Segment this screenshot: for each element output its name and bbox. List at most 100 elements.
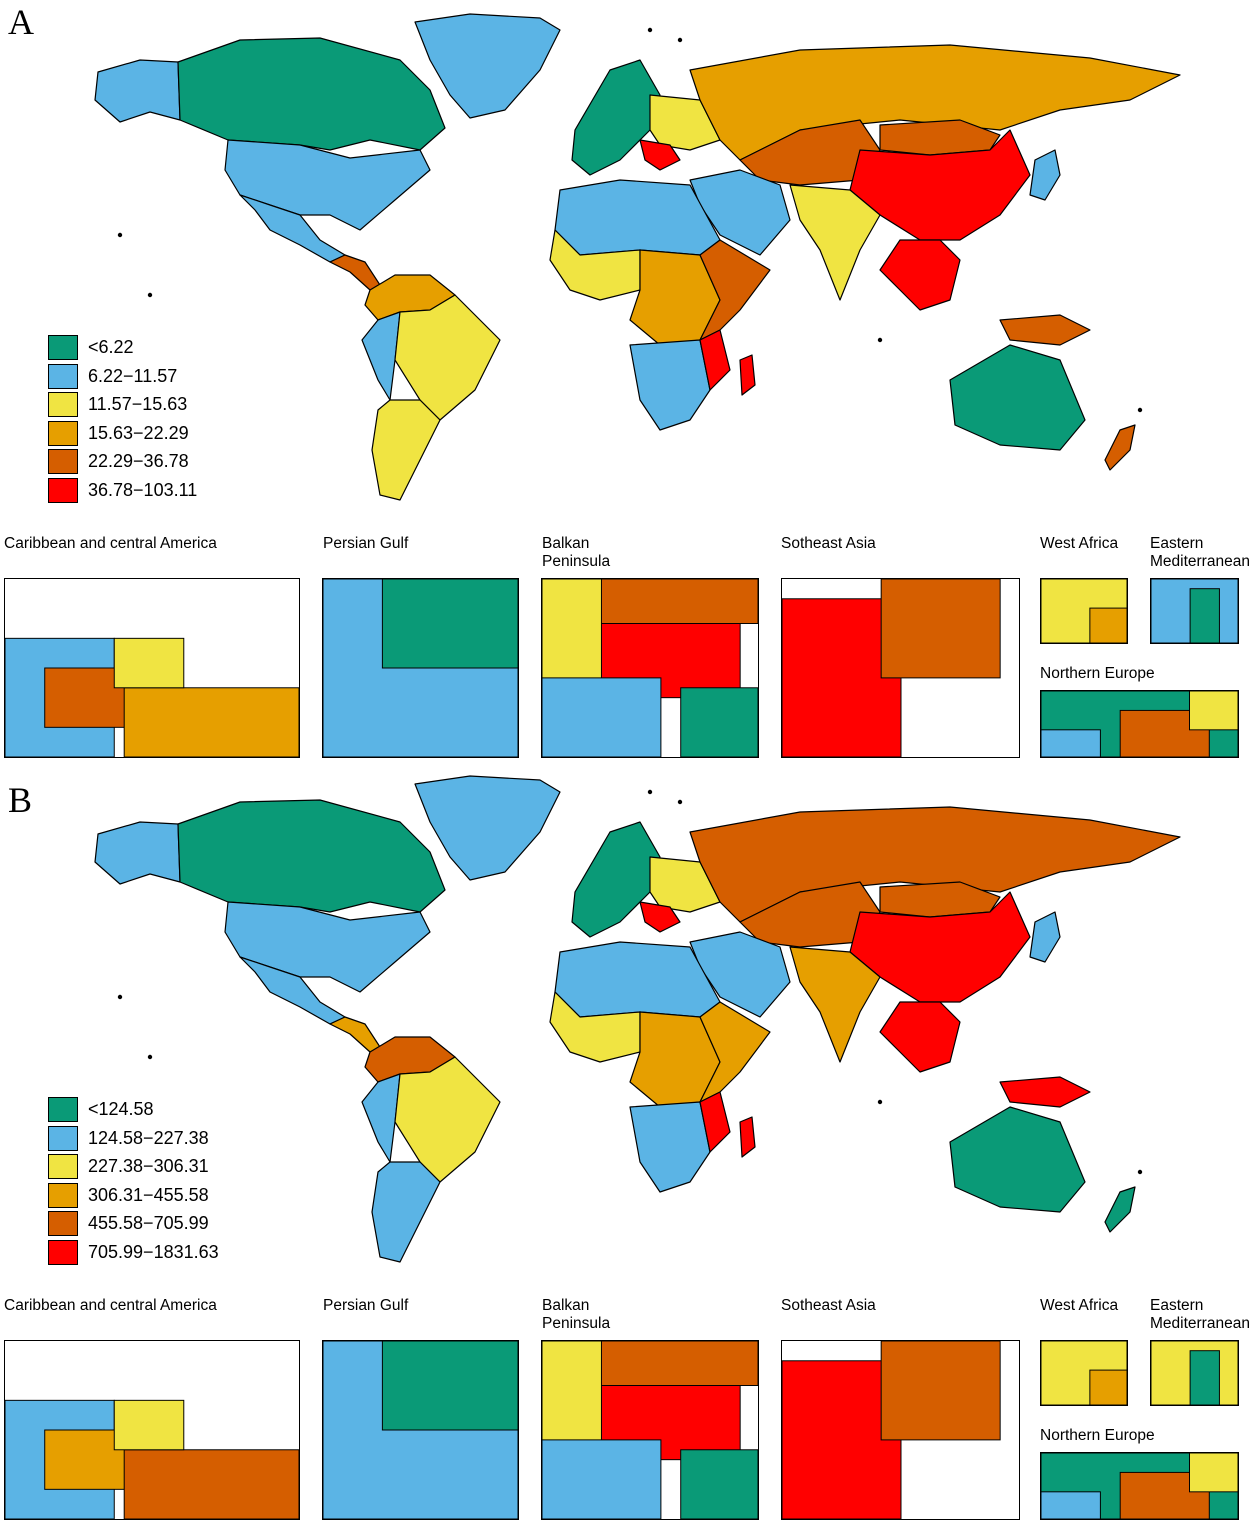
island (147, 1054, 153, 1060)
inset-map-eastern-mediterranean (1150, 578, 1239, 644)
region-new-guinea (999, 314, 1091, 346)
inset-map-eastern-mediterranean (1150, 1340, 1239, 1406)
inset-map-northern-europe (1040, 1452, 1239, 1520)
region-madagascar (739, 1116, 756, 1158)
region-canada (177, 37, 446, 151)
region-southeast-asia (879, 239, 961, 311)
inset-title-southeast-asia: Sotheast Asia (781, 535, 876, 552)
legend-swatch (48, 1182, 78, 1208)
inset-region (381, 579, 518, 669)
inset-map-persian-gulf (322, 578, 519, 758)
inset-region (123, 1449, 299, 1519)
legend-label: 455.58−705.99 (88, 1213, 209, 1234)
region-japan (1029, 149, 1061, 201)
island (147, 292, 153, 298)
island (677, 37, 683, 43)
region-west-africa (549, 229, 641, 301)
island (1137, 1169, 1143, 1175)
region-australia (949, 344, 1086, 451)
inset-title-west-africa: West Africa (1040, 535, 1119, 552)
panel-b: B <124.58 124.58−227.38 227.38−306.31 30… (0, 762, 1259, 1524)
inset-map-west-africa (1040, 578, 1128, 644)
inset-region (680, 687, 758, 757)
inset-map-northern-europe (1040, 690, 1239, 758)
region-australia (949, 1106, 1086, 1213)
legend-swatch (48, 1125, 78, 1151)
inset-region (542, 677, 662, 757)
inset-map-west-africa (1040, 1340, 1128, 1406)
inset-map-balkan (541, 1340, 759, 1520)
legend-swatch (48, 477, 78, 503)
inset-title-balkan: Balkan Peninsula (542, 535, 611, 570)
inset-map-graphic (1041, 691, 1238, 757)
inset-map-caribbean (4, 578, 300, 758)
region-new-guinea (999, 1076, 1091, 1108)
region-alaska (94, 821, 181, 885)
island (117, 994, 123, 1000)
inset-region (1041, 1491, 1101, 1519)
inset-title-southeast-asia: Sotheast Asia (781, 1297, 876, 1314)
island (1137, 407, 1143, 413)
region-andes (361, 311, 401, 401)
legend-label: 15.63−22.29 (88, 422, 189, 443)
inset-region (542, 1439, 662, 1519)
inset-map-southeast-asia (781, 578, 1020, 758)
inset-region (113, 637, 185, 689)
inset-title-northern-europe: Northern Europe (1040, 1427, 1155, 1444)
region-greenland (414, 775, 561, 881)
island (877, 1099, 883, 1105)
inset-region (123, 687, 299, 757)
region-brazil (394, 294, 501, 421)
inset-map-graphic (782, 1341, 1001, 1519)
inset-map-graphic (1151, 1341, 1238, 1405)
inset-map-graphic (323, 1341, 518, 1519)
panel-a: A <6.22 6.22−11.57 11.57−15.63 15.63−22.… (4, 2, 1250, 758)
inset-region (381, 1341, 518, 1431)
region-southern-africa (629, 1101, 711, 1193)
inset-region (1089, 1369, 1127, 1405)
region-balkans (639, 901, 681, 933)
inset-region (880, 579, 1001, 679)
inset-title-balkan: Balkan Peninsula (542, 1297, 611, 1332)
inset-map-southeast-asia (781, 1340, 1020, 1520)
region-balkans (639, 139, 681, 171)
region-russia (689, 806, 1181, 923)
inset-title-caribbean: Caribbean and central America (4, 1297, 217, 1314)
inset-title-persian-gulf: Persian Gulf (323, 535, 409, 552)
inset-map-graphic (1041, 1341, 1127, 1405)
inset-map-graphic (5, 1399, 299, 1519)
legend-label: <124.58 (88, 1099, 154, 1119)
inset-region (1188, 1453, 1238, 1493)
region-west-africa (549, 991, 641, 1063)
legend-label: 11.57−15.63 (88, 394, 188, 415)
region-east-africa (699, 239, 771, 341)
panel-letter-a: A (8, 2, 34, 42)
inset-map-graphic (5, 637, 299, 757)
island (877, 337, 883, 343)
region-andes (361, 1073, 401, 1163)
legend-swatch (48, 1239, 78, 1265)
inset-map-graphic (542, 1341, 758, 1519)
inset-region (1188, 691, 1238, 731)
inset-title-persian-gulf: Persian Gulf (323, 1297, 409, 1314)
region-russia (689, 44, 1181, 161)
inset-map-graphic (1041, 1453, 1238, 1519)
inset-map-graphic (1041, 579, 1127, 643)
region-brazil (394, 1056, 501, 1183)
island (647, 789, 653, 795)
inset-region (680, 1449, 758, 1519)
region-madagascar (739, 354, 756, 396)
inset-map-graphic (323, 579, 518, 757)
region-japan (1029, 911, 1061, 963)
world-map-a (94, 13, 1181, 501)
inset-title-northern-europe: Northern Europe (1040, 665, 1155, 682)
legend-label: 227.38−306.31 (88, 1156, 209, 1177)
inset-region (880, 1341, 1001, 1441)
region-new-zealand (1104, 424, 1136, 471)
region-alaska (94, 59, 181, 123)
region-mozambique (699, 329, 731, 391)
inset-map-graphic (1151, 579, 1238, 643)
region-south-asia (789, 946, 881, 1063)
legend-label: <6.22 (88, 337, 134, 357)
inset-map-balkan (541, 578, 759, 758)
